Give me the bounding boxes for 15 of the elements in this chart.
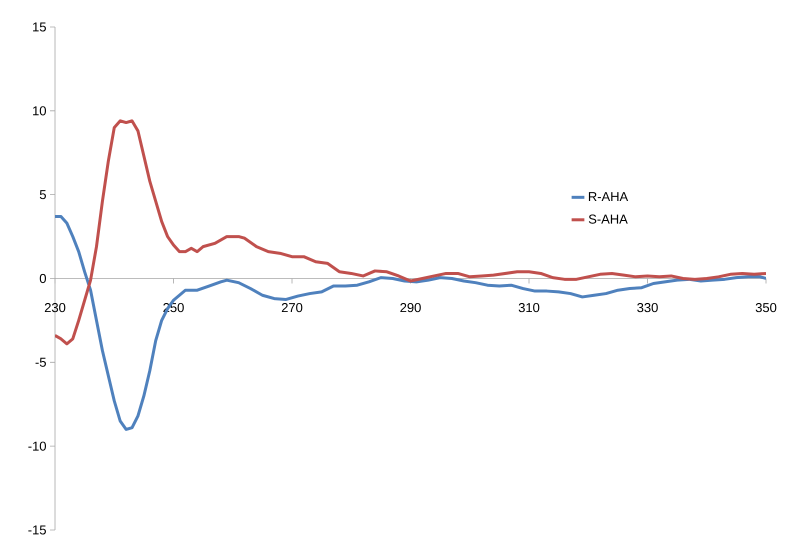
x-tick-label: 290	[400, 303, 421, 312]
legend-label: S-AHA	[588, 214, 628, 224]
x-tick-label: 330	[637, 303, 658, 312]
x-tick-label: 230	[44, 303, 66, 312]
y-tick-label: -5	[36, 358, 46, 367]
y-tick-label: -15	[28, 525, 46, 534]
x-tick-label: 310	[518, 303, 540, 312]
y-tick-label: 15	[33, 22, 46, 32]
y-tick-label: -10	[28, 442, 46, 451]
y-tick-label: 0	[40, 274, 46, 284]
x-tick-label: 350	[756, 303, 776, 312]
y-tick-label: 10	[33, 106, 46, 116]
x-tick-label: 270	[282, 303, 302, 312]
y-tick-label: 5	[40, 190, 46, 200]
legend-label: R-AHA	[588, 192, 628, 202]
